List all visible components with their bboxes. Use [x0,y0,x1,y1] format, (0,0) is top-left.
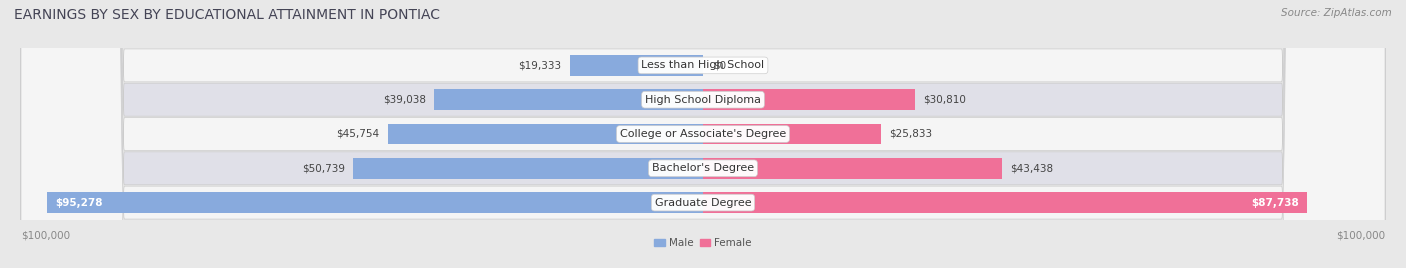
FancyBboxPatch shape [21,0,1385,268]
FancyBboxPatch shape [21,0,1385,268]
Text: $50,739: $50,739 [302,163,344,173]
Text: $87,738: $87,738 [1251,198,1299,208]
FancyBboxPatch shape [21,0,1385,268]
Bar [46,192,703,213]
Text: $39,038: $39,038 [382,95,426,105]
Bar [703,192,1308,213]
FancyBboxPatch shape [21,0,1385,268]
Legend: Male, Female: Male, Female [650,234,756,252]
Bar [353,158,703,178]
Text: $43,438: $43,438 [1011,163,1053,173]
Text: $0: $0 [713,60,727,70]
Text: $25,833: $25,833 [889,129,932,139]
Text: Source: ZipAtlas.com: Source: ZipAtlas.com [1281,8,1392,18]
Text: $45,754: $45,754 [336,129,380,139]
FancyBboxPatch shape [21,0,1385,268]
Text: High School Diploma: High School Diploma [645,95,761,105]
Bar [703,90,915,110]
Text: $95,278: $95,278 [55,198,103,208]
Text: $19,333: $19,333 [519,60,561,70]
Text: $30,810: $30,810 [924,95,966,105]
Bar [703,158,1002,178]
Text: College or Associate's Degree: College or Associate's Degree [620,129,786,139]
Text: Less than High School: Less than High School [641,60,765,70]
Text: $100,000: $100,000 [1336,230,1385,240]
Bar [703,124,882,144]
Bar [388,124,703,144]
Text: Graduate Degree: Graduate Degree [655,198,751,208]
Bar [434,90,703,110]
Text: Bachelor's Degree: Bachelor's Degree [652,163,754,173]
Bar [569,55,703,76]
Text: $100,000: $100,000 [21,230,70,240]
Text: EARNINGS BY SEX BY EDUCATIONAL ATTAINMENT IN PONTIAC: EARNINGS BY SEX BY EDUCATIONAL ATTAINMEN… [14,8,440,22]
